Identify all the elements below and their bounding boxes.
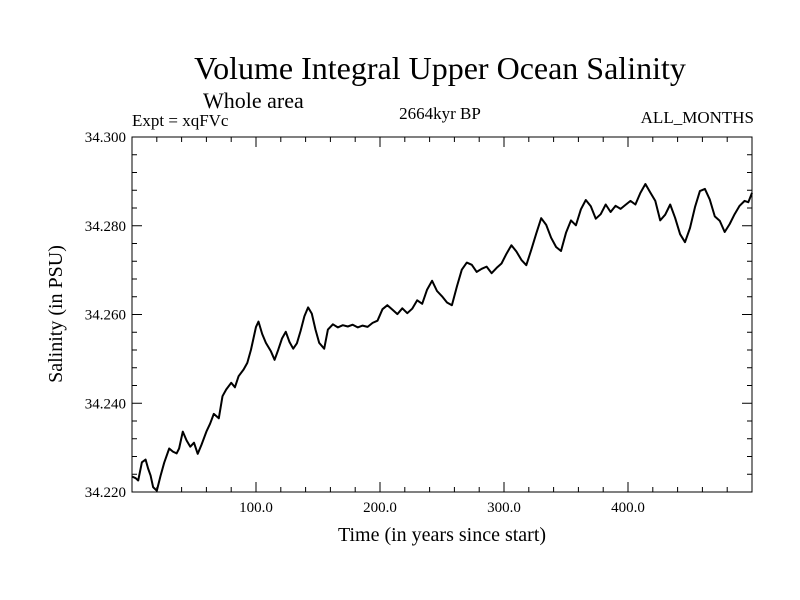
axis-ticks (132, 137, 752, 492)
x-axis-label: Time (in years since start) (338, 524, 546, 546)
x-tick-label: 100.0 (239, 500, 273, 516)
y-tick-label: 34.220 (85, 485, 126, 501)
months-label: ALL_MONTHS (640, 108, 754, 127)
chart-subtitle: Whole area (203, 88, 304, 113)
axis-tick-labels: 100.0 200.0 300.0 400.0 34.220 34.240 34.260 34… (85, 130, 645, 516)
y-axis-label: Salinity (in PSU) (45, 245, 67, 383)
salinity-series-line (131, 183, 753, 492)
period-label: 2664kyr BP (399, 104, 481, 123)
plot-frame (131, 136, 753, 493)
y-tick-label: 34.300 (85, 130, 126, 146)
y-tick-label: 34.260 (85, 308, 126, 324)
x-tick-label: 300.0 (487, 500, 521, 516)
x-tick-label: 200.0 (363, 500, 397, 516)
chart-title: Volume Integral Upper Ocean Salinity (194, 50, 686, 86)
y-tick-label: 34.280 (85, 219, 126, 235)
experiment-label: Expt = xqFVc (132, 111, 229, 130)
y-tick-label: 34.240 (85, 396, 126, 412)
x-tick-label: 400.0 (611, 500, 645, 516)
